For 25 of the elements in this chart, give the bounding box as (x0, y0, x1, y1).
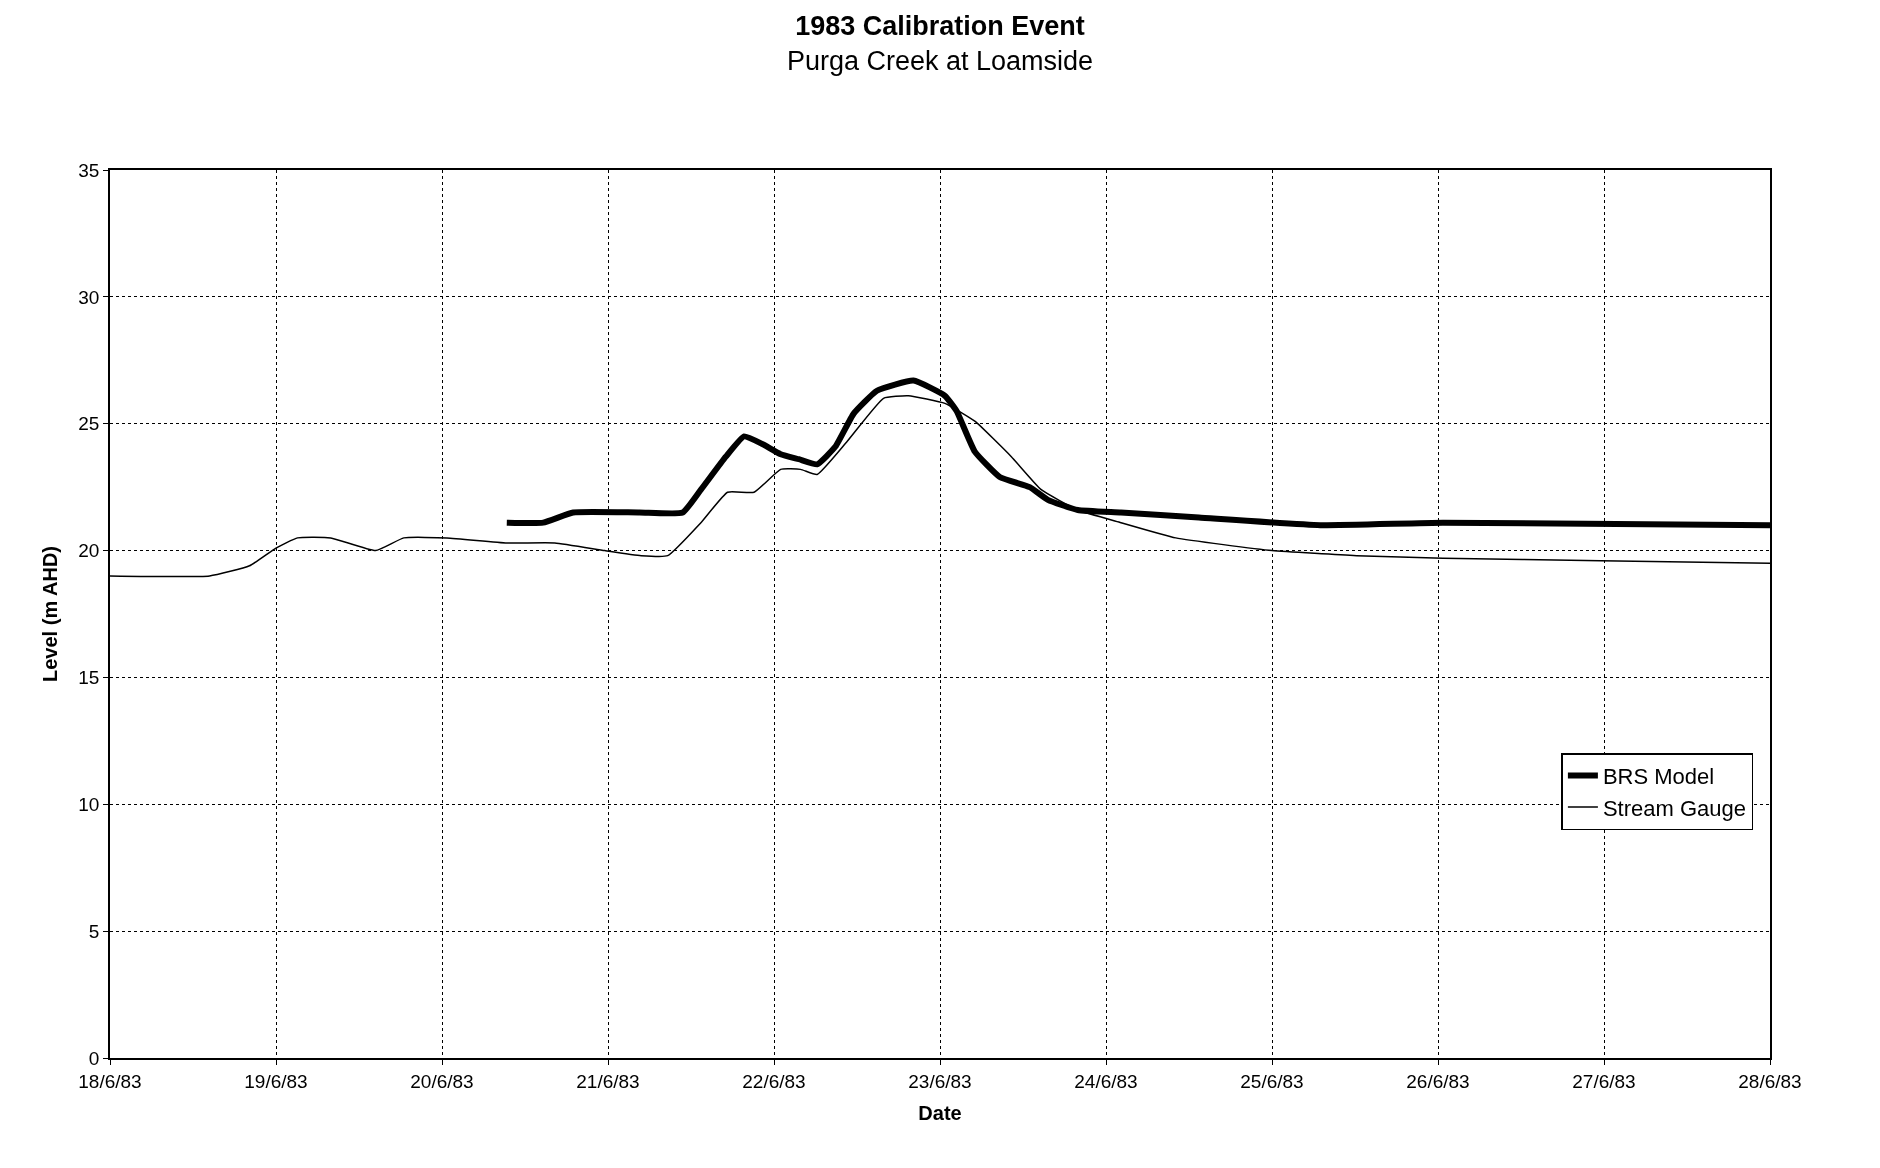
x-axis-title: Date (918, 1101, 962, 1124)
y-tick-label: 35 (78, 159, 100, 181)
x-tick-label: 23/6/83 (908, 1070, 972, 1092)
chart-subtitle: Purga Creek at Loamside (786, 46, 1094, 77)
x-tick-label: 25/6/83 (1240, 1070, 1304, 1092)
y-tick-label: 25 (78, 413, 100, 435)
x-tick-label: 18/6/83 (78, 1070, 142, 1092)
x-tick-label: 19/6/83 (244, 1070, 308, 1092)
y-tick-label: 5 (88, 920, 100, 942)
x-tick-label: 28/6/83 (1738, 1070, 1802, 1092)
x-tick-label: 26/6/83 (1406, 1070, 1470, 1092)
y-tick-label: 20 (78, 540, 100, 562)
chart-title: 1983 Calibration Event (795, 11, 1085, 42)
x-tick-label: 27/6/83 (1572, 1070, 1636, 1092)
x-tick-label: 24/6/83 (1074, 1070, 1138, 1092)
legend-label: BRS Model (1602, 763, 1715, 789)
y-tick-label: 10 (78, 793, 100, 815)
x-tick-label: 22/6/83 (742, 1070, 806, 1092)
y-tick-label: 15 (78, 667, 100, 689)
y-tick-label: 30 (78, 286, 100, 308)
y-tick-label: 0 (88, 1047, 100, 1069)
x-tick-label: 21/6/83 (576, 1070, 640, 1092)
legend-label: Stream Gauge (1602, 795, 1746, 821)
y-axis-title: Level (m AHD) (39, 546, 62, 682)
x-tick-label: 20/6/83 (410, 1070, 474, 1092)
